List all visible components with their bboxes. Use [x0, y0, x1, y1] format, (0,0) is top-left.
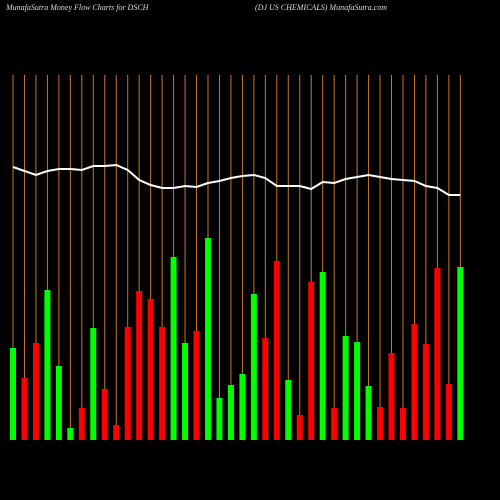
- bar: [399, 408, 406, 440]
- bar: [365, 386, 372, 440]
- bar: [136, 291, 143, 440]
- bar: [319, 272, 326, 440]
- bar: [457, 267, 464, 440]
- bar: [377, 407, 384, 440]
- money-flow-line: [12, 163, 461, 196]
- bar: [285, 380, 292, 440]
- bar: [193, 331, 200, 440]
- bar: [273, 261, 280, 440]
- bar: [67, 428, 74, 440]
- bar: [388, 353, 395, 440]
- bar: [55, 366, 62, 440]
- bar: [354, 342, 361, 440]
- bar: [182, 343, 189, 440]
- bar: [331, 408, 338, 440]
- bar: [170, 257, 177, 440]
- bar: [342, 336, 349, 440]
- bar: [101, 389, 108, 440]
- bar: [239, 374, 246, 440]
- bar: [10, 348, 16, 440]
- bar: [296, 415, 303, 440]
- bar: [250, 294, 257, 440]
- bar: [78, 408, 85, 440]
- bar: [227, 385, 234, 440]
- chart-title: MunafaSutra Money Flow Charts for DSCH: [5, 3, 150, 12]
- bar: [113, 425, 120, 440]
- bar: [204, 238, 211, 440]
- bar: [422, 344, 429, 440]
- bar: [44, 290, 51, 440]
- bar: [411, 324, 418, 440]
- bar: [32, 343, 39, 440]
- bar: [308, 282, 315, 440]
- bar: [445, 384, 452, 440]
- bar: [216, 398, 223, 440]
- bar: [159, 327, 166, 440]
- bar: [124, 327, 131, 440]
- bar: [434, 268, 441, 440]
- bar: [90, 328, 97, 440]
- bar: [21, 378, 28, 440]
- chart-subtitle: (DJ US CHEMICALS) MunafaSutra.com: [255, 3, 387, 12]
- bar: [262, 338, 269, 440]
- bar: [147, 299, 154, 440]
